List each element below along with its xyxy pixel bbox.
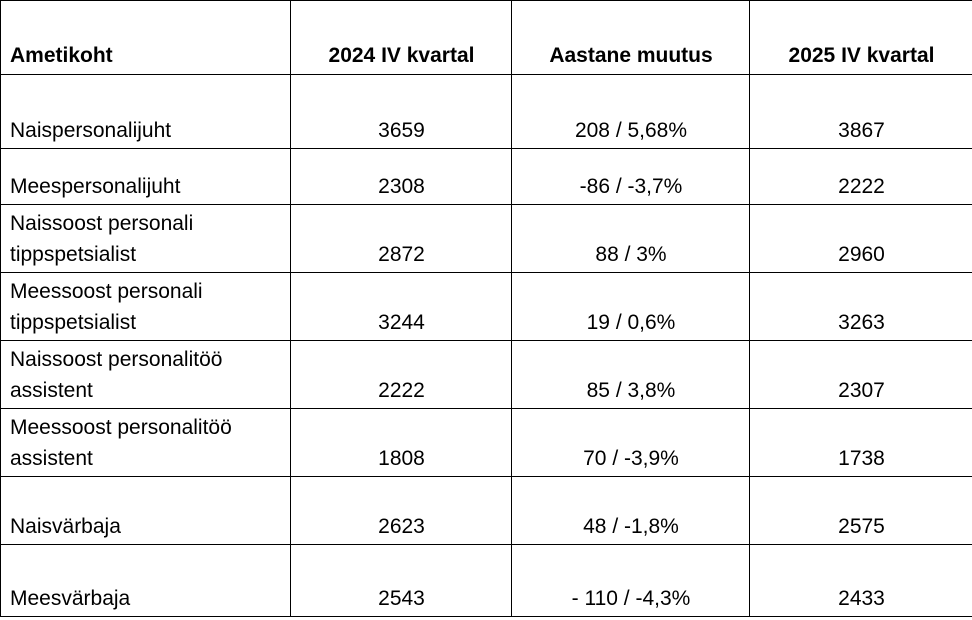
- cell-position: Naissoost personalitöö assistent: [0, 340, 291, 409]
- cell-change: 48 / -1,8%: [511, 476, 750, 545]
- cell-position: Meesvärbaja: [0, 544, 291, 617]
- cell-q4-2025: 3263: [749, 272, 972, 341]
- table-row: Meespersonalijuht 2308 -86 / -3,7% 2222: [0, 148, 972, 205]
- header-row: Ametikoht 2024 IV kvartal Aastane muutus…: [0, 0, 972, 75]
- header-position: Ametikoht: [0, 0, 291, 75]
- table-row: Naispersonalijuht 3659 208 / 5,68% 3867: [0, 74, 972, 149]
- cell-q4-2024: 2623: [290, 476, 512, 545]
- cell-change: -86 / -3,7%: [511, 148, 750, 205]
- table-row: Naissoost personali tippspetsialist 2872…: [0, 204, 972, 273]
- cell-change: 70 / -3,9%: [511, 408, 750, 477]
- cell-change: 85 / 3,8%: [511, 340, 750, 409]
- cell-q4-2025: 2433: [749, 544, 972, 617]
- cell-position: Meessoost personalitöö assistent: [0, 408, 291, 477]
- cell-position: Meessoost personali tippspetsialist: [0, 272, 291, 341]
- cell-position: Naispersonalijuht: [0, 74, 291, 149]
- cell-q4-2024: 2222: [290, 340, 512, 409]
- header-q4-2025: 2025 IV kvartal: [749, 0, 972, 75]
- cell-q4-2024: 2872: [290, 204, 512, 273]
- cell-q4-2024: 2543: [290, 544, 512, 617]
- cell-q4-2025: 2960: [749, 204, 972, 273]
- cell-q4-2024: 1808: [290, 408, 512, 477]
- cell-q4-2024: 3244: [290, 272, 512, 341]
- header-q4-2024: 2024 IV kvartal: [290, 0, 512, 75]
- table-row: Meessoost personali tippspetsialist 3244…: [0, 272, 972, 341]
- table-row: Meessoost personalitöö assistent 1808 70…: [0, 408, 972, 477]
- cell-position: Naissoost personali tippspetsialist: [0, 204, 291, 273]
- cell-change: 19 / 0,6%: [511, 272, 750, 341]
- cell-position: Meespersonalijuht: [0, 148, 291, 205]
- cell-q4-2025: 2222: [749, 148, 972, 205]
- table-row: Naisvärbaja 2623 48 / -1,8% 2575: [0, 476, 972, 545]
- cell-change: 208 / 5,68%: [511, 74, 750, 149]
- table-row: Naissoost personalitöö assistent 2222 85…: [0, 340, 972, 409]
- cell-q4-2025: 3867: [749, 74, 972, 149]
- cell-position: Naisvärbaja: [0, 476, 291, 545]
- header-annual-change: Aastane muutus: [511, 0, 750, 75]
- cell-q4-2024: 2308: [290, 148, 512, 205]
- cell-change: 88 / 3%: [511, 204, 750, 273]
- cell-q4-2025: 2575: [749, 476, 972, 545]
- cell-q4-2025: 1738: [749, 408, 972, 477]
- cell-q4-2024: 3659: [290, 74, 512, 149]
- cell-q4-2025: 2307: [749, 340, 972, 409]
- cell-change: - 110 / -4,3%: [511, 544, 750, 617]
- table-row: Meesvärbaja 2543 - 110 / -4,3% 2433: [0, 544, 972, 617]
